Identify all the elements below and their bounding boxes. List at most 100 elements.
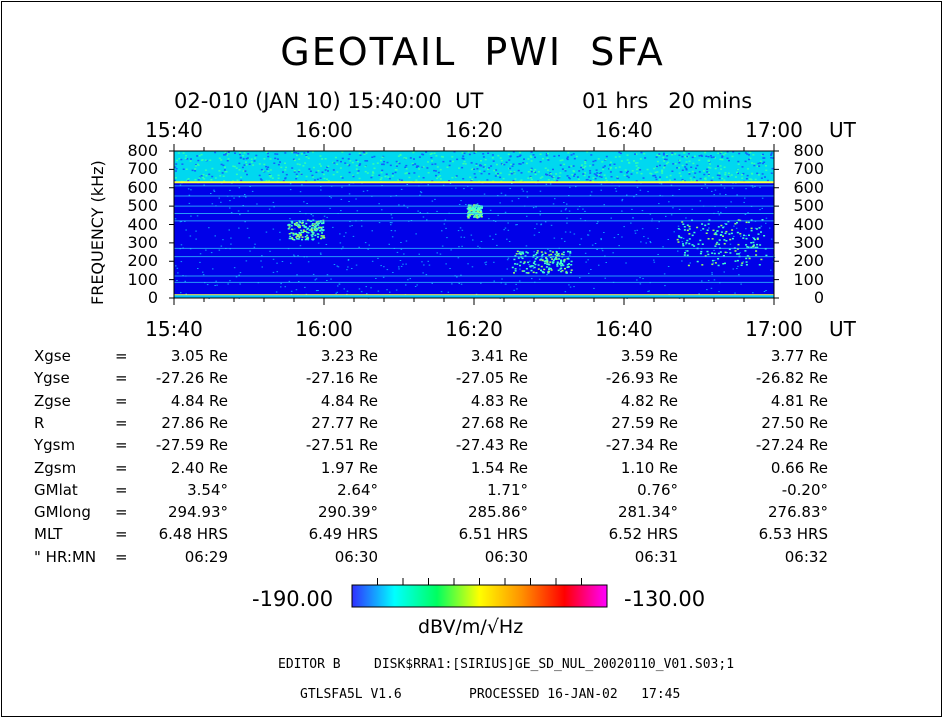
param-value: -26.82 Re [755, 369, 828, 388]
param-value: -27.59 Re [155, 436, 228, 455]
time-tick-bottom: 16:40 [595, 317, 653, 341]
param-value: 1.54 Re [470, 458, 528, 477]
footer-program: GTLSFA5L V1.6 [300, 687, 402, 702]
time-tick-bottom: 16:20 [445, 317, 503, 341]
y-tick-label-right: 0 [813, 288, 824, 307]
time-tick-top: 15:40 [145, 118, 203, 142]
y-tick-label-right: 400 [793, 214, 824, 234]
param-label: " HR:MN [34, 547, 97, 566]
y-tick-label-left: 300 [127, 232, 158, 252]
param-label: GMlong [34, 503, 91, 522]
param-separator: = [115, 436, 128, 455]
colorbar-max-label: -130.00 [624, 587, 706, 611]
param-label: Zgsm [34, 458, 77, 477]
param-value: -27.34 Re [605, 436, 678, 455]
param-value: 3.59 Re [620, 347, 678, 365]
time-unit-bottom: UT [829, 317, 856, 341]
footer-editor: EDITOR B [278, 657, 341, 672]
low-frequency-band [174, 295, 774, 298]
param-value: 06:30 [334, 547, 378, 566]
param-value: -27.26 Re [155, 369, 228, 388]
param-value: 3.05 Re [170, 347, 228, 365]
param-label: Ygsm [34, 436, 76, 455]
y-tick-label-left: 0 [147, 288, 158, 307]
param-value: 27.77 Re [311, 413, 378, 432]
time-tick-bottom: 17:00 [745, 317, 803, 341]
param-value: 6.48 HRS [158, 525, 228, 544]
y-tick-label-left: 200 [127, 251, 158, 271]
param-value: 1.97 Re [320, 458, 378, 477]
colorbar-unit: dBV/m/√Hz [418, 616, 524, 638]
y-tick-label-left: 400 [127, 214, 158, 234]
param-value: 276.83° [768, 503, 828, 522]
param-separator: = [115, 458, 128, 477]
y-tick-label-left: 100 [127, 269, 158, 289]
chart-title: GEOTAIL PWI SFA [280, 30, 665, 74]
param-value: 4.83 Re [470, 391, 528, 410]
param-separator: = [115, 480, 128, 499]
param-value: -27.51 Re [305, 436, 378, 455]
param-separator: = [115, 413, 128, 432]
param-value: 6.52 HRS [608, 525, 678, 544]
time-unit-top: UT [829, 118, 856, 142]
y-tick-label-right: 200 [793, 251, 824, 271]
param-value: -27.43 Re [455, 436, 528, 455]
param-value: 3.77 Re [770, 347, 828, 365]
param-separator: = [115, 525, 128, 544]
y-tick-label-right: 100 [793, 269, 824, 289]
time-tick-bottom: 16:00 [295, 317, 353, 341]
param-separator: = [115, 547, 128, 566]
footer-processed: PROCESSED 16-JAN-02 17:45 [469, 687, 681, 702]
param-value: 290.39° [318, 503, 378, 522]
y-tick-label-left: 700 [127, 159, 158, 179]
param-value: 6.49 HRS [308, 525, 378, 544]
param-separator: = [115, 369, 128, 388]
param-value: 4.81 Re [770, 391, 828, 410]
param-value: 27.50 Re [761, 413, 828, 432]
upper-emission-band [174, 151, 774, 183]
param-value: 3.23 Re [320, 347, 378, 365]
param-value: 06:30 [484, 547, 528, 566]
param-value: 06:32 [784, 547, 828, 566]
y-tick-label-left: 500 [127, 196, 158, 216]
y-tick-label-right: 600 [793, 177, 824, 197]
param-value: 6.53 HRS [758, 525, 828, 544]
y-tick-label-right: 300 [793, 232, 824, 252]
y-tick-label-right: 700 [793, 159, 824, 179]
param-separator: = [115, 347, 128, 365]
param-value: -27.05 Re [455, 369, 528, 388]
subtitle-date: 02-010 (JAN 10) 15:40:00 UT [174, 89, 484, 113]
subtitle-duration: 01 hrs 20 mins [582, 89, 753, 113]
param-value: -26.93 Re [605, 369, 678, 388]
param-label: GMlat [34, 480, 78, 499]
param-value: 4.84 Re [170, 391, 228, 410]
time-tick-bottom: 15:40 [145, 317, 203, 341]
param-value: 2.64° [337, 480, 378, 499]
param-value: 3.41 Re [470, 347, 528, 365]
param-value: 2.40 Re [170, 458, 228, 477]
param-value: 27.68 Re [461, 413, 528, 432]
param-value: 06:31 [634, 547, 678, 566]
colorbar-min-label: -190.00 [252, 587, 334, 611]
param-label: Zgse [34, 391, 71, 410]
param-value: -0.20° [781, 480, 828, 499]
param-separator: = [115, 391, 128, 410]
param-value: 3.54° [187, 480, 228, 499]
param-value: 4.82 Re [620, 391, 678, 410]
colorbar [351, 584, 608, 608]
time-tick-top: 17:00 [745, 118, 803, 142]
param-value: 06:29 [184, 547, 228, 566]
param-value: 294.93° [168, 503, 228, 522]
param-value: 0.66 Re [770, 458, 828, 477]
param-label: R [34, 413, 45, 432]
param-value: 1.10 Re [620, 458, 678, 477]
param-value: 285.86° [468, 503, 528, 522]
param-value: 1.71° [487, 480, 528, 499]
time-tick-top: 16:00 [295, 118, 353, 142]
param-value: 0.76° [637, 480, 678, 499]
param-label: MLT [34, 525, 63, 544]
time-tick-top: 16:40 [595, 118, 653, 142]
y-tick-label-left: 600 [127, 177, 158, 197]
